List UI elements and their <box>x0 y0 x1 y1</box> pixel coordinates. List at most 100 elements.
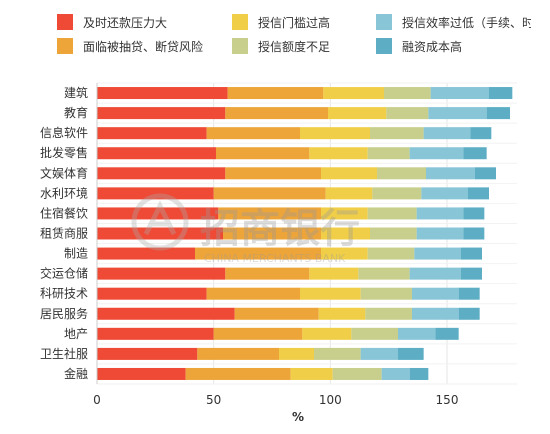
bar-segment <box>309 147 368 160</box>
bar-row <box>97 347 424 360</box>
bar-segment <box>318 307 366 320</box>
bar-segment <box>412 307 459 320</box>
watermark-mark <box>143 200 177 236</box>
bar-segment <box>206 287 300 300</box>
legend-swatch <box>376 38 392 54</box>
category-label: 水利环境 <box>40 185 88 200</box>
bar-row <box>97 187 489 200</box>
bar-segment <box>489 87 513 100</box>
legend-item: 授信额度不足 <box>232 38 330 54</box>
category-label: 建筑 <box>64 85 88 100</box>
bar-segment <box>461 267 482 280</box>
bar-row <box>97 227 485 240</box>
bar-segment <box>225 107 328 120</box>
category-label: 卫生社服 <box>40 346 88 361</box>
bar-row <box>97 267 482 280</box>
watermark-ring <box>131 193 189 251</box>
bar-segment <box>279 347 314 360</box>
category-label: 批发零售 <box>40 145 88 160</box>
bar-segment <box>97 147 216 160</box>
legend-label: 及时还款压力大 <box>83 16 167 30</box>
bar-segment <box>367 247 415 260</box>
legend-item: 面临被抽贷、断贷风险 <box>57 38 203 54</box>
bar-segment <box>328 107 387 120</box>
x-tick-label: 50 <box>206 393 221 407</box>
category-label: 科研技术 <box>40 287 88 301</box>
bar-segment <box>97 267 226 280</box>
bar-segment <box>381 367 410 380</box>
bar-segment <box>97 287 207 300</box>
gridlines <box>96 82 517 385</box>
bar-segment <box>463 207 485 220</box>
x-axis-label: % <box>292 410 304 424</box>
category-label: 金融 <box>64 366 88 381</box>
bar-segment <box>475 167 496 180</box>
bar-row <box>97 327 459 340</box>
bar-segment <box>97 167 226 180</box>
legend-label: 融资成本高 <box>402 39 462 54</box>
category-label: 租赁商服 <box>40 226 88 241</box>
bar-segment <box>365 307 412 320</box>
bar-segment <box>225 167 321 180</box>
bar-segment <box>97 327 214 340</box>
category-label: 居民服务 <box>40 306 88 321</box>
bar-row <box>97 307 480 320</box>
category-label: 信息软件 <box>40 125 88 140</box>
bar-segment <box>227 87 324 100</box>
bar-segment <box>470 127 492 140</box>
bar-row <box>97 107 510 120</box>
bar-segment <box>323 87 384 100</box>
legend-label: 授信效率过低（手续、时间） <box>402 15 550 30</box>
bar-segment <box>367 207 417 220</box>
category-label: 住宿餐饮 <box>40 205 88 220</box>
bar-segment <box>97 207 219 220</box>
bar-segment <box>428 107 487 120</box>
bar-segment <box>367 147 410 160</box>
bar-segment <box>409 267 461 280</box>
bar-row <box>97 287 480 300</box>
bar-segment <box>370 127 424 140</box>
bar-segment <box>435 327 459 340</box>
bar-segment <box>216 147 310 160</box>
bar-segment <box>332 367 382 380</box>
bar-segment <box>314 347 361 360</box>
bar-segment <box>325 187 373 200</box>
bar-segment <box>416 207 464 220</box>
watermark-subtext: CHINA MERCHANTS BANK <box>204 252 346 265</box>
bar-segment <box>321 247 368 260</box>
bar-segment <box>398 347 424 360</box>
bar-segment <box>97 247 195 260</box>
x-tick-label: 100 <box>319 393 342 407</box>
bar-segment <box>360 347 398 360</box>
bar-segment <box>458 307 480 320</box>
watermark-text: 招商银行 <box>200 206 360 252</box>
category-label: 地产 <box>64 327 88 341</box>
bar-segment <box>377 167 426 180</box>
bar-segment <box>426 167 475 180</box>
bar-segment <box>463 227 485 240</box>
bar-row <box>97 147 487 160</box>
axes: 建筑教育信息软件批发零售文娱体育水利环境住宿餐饮租赁商服制造交运仓储科研技术居民… <box>40 83 458 424</box>
bar-segment <box>206 127 300 140</box>
bar-segment <box>463 147 487 160</box>
bar-segment <box>223 227 321 240</box>
category-label: 文娱体育 <box>40 165 88 180</box>
bar-segment <box>300 127 370 140</box>
bar-segment <box>486 107 510 120</box>
bar-segment <box>300 287 361 300</box>
bar-segment <box>416 227 464 240</box>
bar-segment <box>218 207 321 220</box>
bar-segment <box>321 227 370 240</box>
legend-label: 授信门槛过高 <box>258 15 330 30</box>
legend-item: 融资成本高 <box>376 38 462 54</box>
bar-segment <box>458 287 480 300</box>
legend-swatch <box>232 38 248 54</box>
x-tick-label: 150 <box>436 393 459 407</box>
bar-row <box>97 367 429 380</box>
bar-segment <box>409 367 429 380</box>
bar-row <box>97 247 482 260</box>
bar-segment <box>97 87 228 100</box>
